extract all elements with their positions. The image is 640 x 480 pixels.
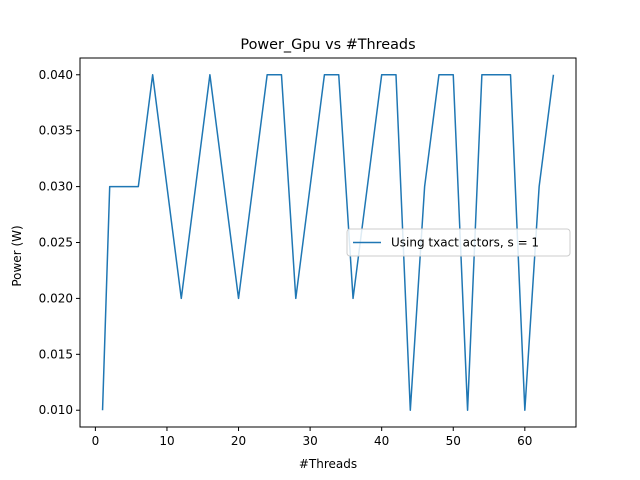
plot-area <box>101 74 555 411</box>
legend-box <box>346 228 571 257</box>
x-axis-label: #Threads <box>299 457 357 471</box>
x-tick-label: 30 <box>302 434 317 448</box>
y-tick-label: 0.020 <box>39 291 73 305</box>
legend: Using txact actors, s = 1 <box>346 228 571 257</box>
y-tick-label: 0.030 <box>39 180 73 194</box>
x-axis-ticks: 0 10 20 30 40 50 60 <box>92 427 532 448</box>
chart-title: Power_Gpu vs #Threads <box>240 37 415 53</box>
y-tick-label: 0.010 <box>39 403 73 417</box>
y-tick-label: 0.035 <box>39 124 73 138</box>
legend-label: Using txact actors, s = 1 <box>391 236 539 250</box>
x-tick-label: 40 <box>374 434 389 448</box>
series-line <box>101 74 555 411</box>
x-tick-label: 20 <box>231 434 246 448</box>
y-tick-label: 0.025 <box>39 236 73 250</box>
y-axis-ticks: 0.010 0.015 0.020 0.025 0.030 0.035 0.040 <box>39 68 80 417</box>
x-tick-label: 10 <box>159 434 174 448</box>
axes-frame <box>79 57 577 428</box>
y-tick-label: 0.040 <box>39 68 73 82</box>
x-tick-label: 0 <box>92 434 100 448</box>
x-tick-label: 50 <box>446 434 461 448</box>
y-axis-label: Power (W) <box>10 225 24 286</box>
x-tick-label: 60 <box>517 434 532 448</box>
y-tick-label: 0.015 <box>39 347 73 361</box>
